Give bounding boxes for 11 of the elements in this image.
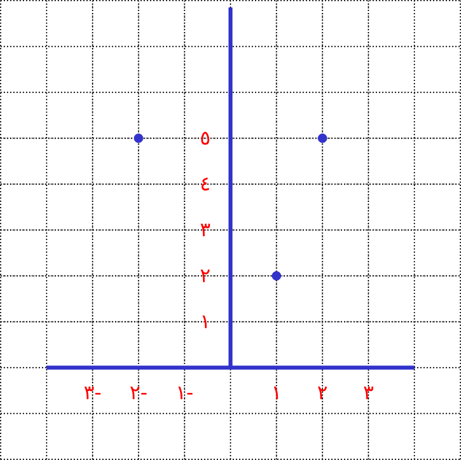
x-tick-label: ٢ — [318, 386, 327, 400]
x-tick-label: ٢- — [130, 386, 146, 400]
y-tick-label: ٥ — [201, 132, 210, 145]
y-tick-label: ٢ — [200, 270, 210, 282]
x-tick-label: ٣ — [364, 386, 374, 400]
x-tick-label: ١- — [178, 386, 192, 400]
y-tick-label: ٣ — [200, 224, 210, 236]
x-tick-label: ١ — [274, 386, 278, 400]
x-tick-label: ٣- — [84, 386, 101, 400]
y-tick-label: ١ — [202, 315, 207, 328]
y-tick-label: ٤ — [202, 178, 209, 191]
